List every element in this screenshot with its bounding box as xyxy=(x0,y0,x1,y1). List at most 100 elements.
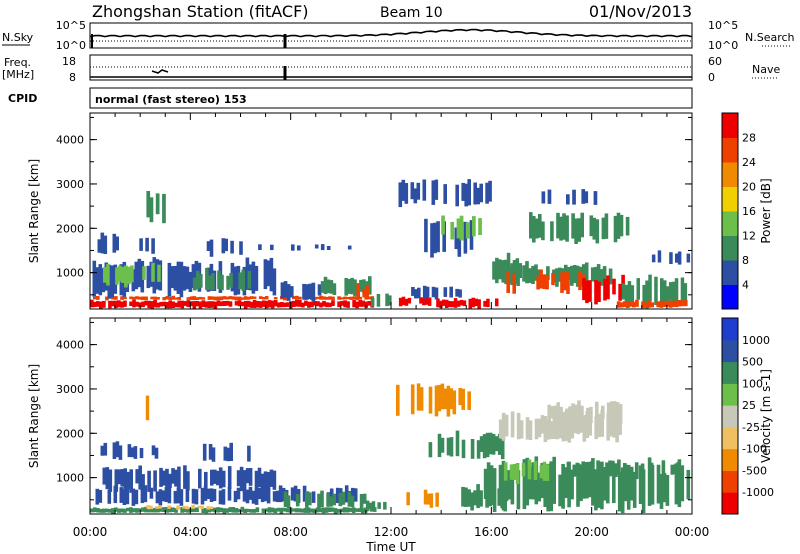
power-echo-cell xyxy=(219,296,224,301)
vel-echo-cell xyxy=(558,474,562,507)
vel-echo-cell xyxy=(629,466,634,501)
vel-echo-cell xyxy=(99,508,103,513)
vel-echo-cell xyxy=(449,388,454,410)
power-echo-cell xyxy=(177,297,181,300)
power-echo-cell xyxy=(588,280,592,302)
power-echo-cell xyxy=(595,219,600,244)
vel-echo-cell xyxy=(634,462,639,480)
vel-echo-cell xyxy=(281,487,286,502)
power-echo-cell xyxy=(501,266,505,283)
power-echo-cell xyxy=(316,296,320,300)
power-echo-cell xyxy=(210,301,215,308)
vel-echo-cell xyxy=(612,401,617,422)
power-echo-cell xyxy=(120,301,124,308)
power-echo-cell xyxy=(358,296,362,300)
vel-echo-cell xyxy=(470,492,474,511)
power-echo-cell xyxy=(506,252,511,279)
vel-echo-cell xyxy=(117,508,121,513)
power-echo-cell xyxy=(185,266,190,290)
power-echo-cell xyxy=(603,278,607,301)
vel-echo-cell xyxy=(603,467,607,501)
vel-echo-cell xyxy=(133,446,138,459)
power-echo-cell xyxy=(510,263,514,286)
vel-echo-cell xyxy=(567,412,572,443)
vel-echo-cell xyxy=(504,470,509,502)
power-echo-cell xyxy=(648,274,652,302)
vel-echo-cell xyxy=(449,437,454,457)
vel-echo-cell xyxy=(112,442,117,459)
time-axis-title: Time UT xyxy=(365,540,416,554)
vel-echo-cell xyxy=(165,468,169,488)
vel-echo-cell xyxy=(225,508,229,513)
vel-echo-cell xyxy=(149,505,153,509)
power-echo-cell xyxy=(539,269,543,289)
power-echo-cell xyxy=(123,296,127,300)
power-echo-cell xyxy=(541,221,545,241)
power-echo-cell xyxy=(636,278,640,300)
power-echo-cell xyxy=(495,298,499,307)
vel-echo-cell xyxy=(338,493,343,507)
vel-echo-cell xyxy=(452,390,457,415)
power-echo-cell xyxy=(319,302,323,308)
vel-echo-cell xyxy=(213,507,217,513)
vel-echo-cell xyxy=(176,505,180,510)
vel-echo-cell xyxy=(597,413,601,438)
vel-echo-cell xyxy=(588,410,592,436)
power-echo-cell xyxy=(249,301,254,308)
power-echo-cell xyxy=(541,191,546,204)
power-echo-cell xyxy=(305,284,309,300)
power-echo-cell xyxy=(472,216,476,237)
power-echo-cell xyxy=(127,266,131,285)
velocity-heatmap xyxy=(90,383,691,514)
power-echo-cell xyxy=(447,301,452,308)
power-echo-cell xyxy=(528,268,532,283)
power-echo-cell xyxy=(121,266,125,283)
power-echo-cell xyxy=(149,197,154,223)
power-echo-cell xyxy=(189,296,194,300)
vel-echo-cell xyxy=(123,468,127,493)
vel-echo-cell xyxy=(129,507,133,513)
vel-echo-cell xyxy=(129,469,133,493)
vel-echo-cell xyxy=(102,508,106,513)
vel-echo-cell xyxy=(218,467,223,489)
vel-echo-cell xyxy=(168,473,172,488)
power-echo-cell xyxy=(512,273,516,294)
vel-echo-cell xyxy=(150,509,154,513)
power-echo-cell xyxy=(625,301,630,308)
vel-echo-cell xyxy=(596,460,600,474)
power-echo-cell xyxy=(98,264,103,296)
power-echo-cell xyxy=(656,301,661,308)
vel-echo-cell xyxy=(171,468,175,484)
vel-echo-cell xyxy=(167,487,172,504)
power-echo-cell xyxy=(560,272,564,293)
power-echo-cell xyxy=(581,189,586,204)
vel-echo-cell xyxy=(191,504,195,509)
vel-echo-cell xyxy=(467,391,471,410)
vel-echo-cell xyxy=(234,508,239,513)
vel-echo-cell xyxy=(103,442,108,456)
vel-echo-cell xyxy=(516,412,521,440)
vel-echo-cell xyxy=(108,508,112,513)
power-echo-cell xyxy=(301,302,305,308)
vel-echo-cell xyxy=(564,410,569,441)
power-echo-cell xyxy=(361,300,365,307)
vel-echo-cell xyxy=(435,492,439,507)
power-echo-cell xyxy=(602,266,607,281)
vel-echo-cell xyxy=(507,470,512,500)
vel-echo-cell xyxy=(579,415,584,433)
power-echo-cell xyxy=(307,301,311,308)
vel-echo-cell xyxy=(176,487,181,504)
power-echo-cell xyxy=(171,301,175,308)
power-echo-cell xyxy=(102,300,106,308)
vel-echo-cell xyxy=(174,469,178,487)
power-echo-cell xyxy=(388,295,392,306)
vel-echo-cell xyxy=(144,506,148,513)
vel-echo-cell xyxy=(248,486,253,500)
power-ylabel: Slant Range [km] xyxy=(27,159,41,263)
power-echo-cell xyxy=(283,281,288,298)
vel-echo-cell xyxy=(582,415,587,442)
vel-echo-cell xyxy=(586,407,590,422)
velocity-colorbar-label: Velocity [m s-1] xyxy=(759,369,773,463)
power-echo-cell xyxy=(267,300,272,308)
power-echo-cell xyxy=(264,300,269,309)
